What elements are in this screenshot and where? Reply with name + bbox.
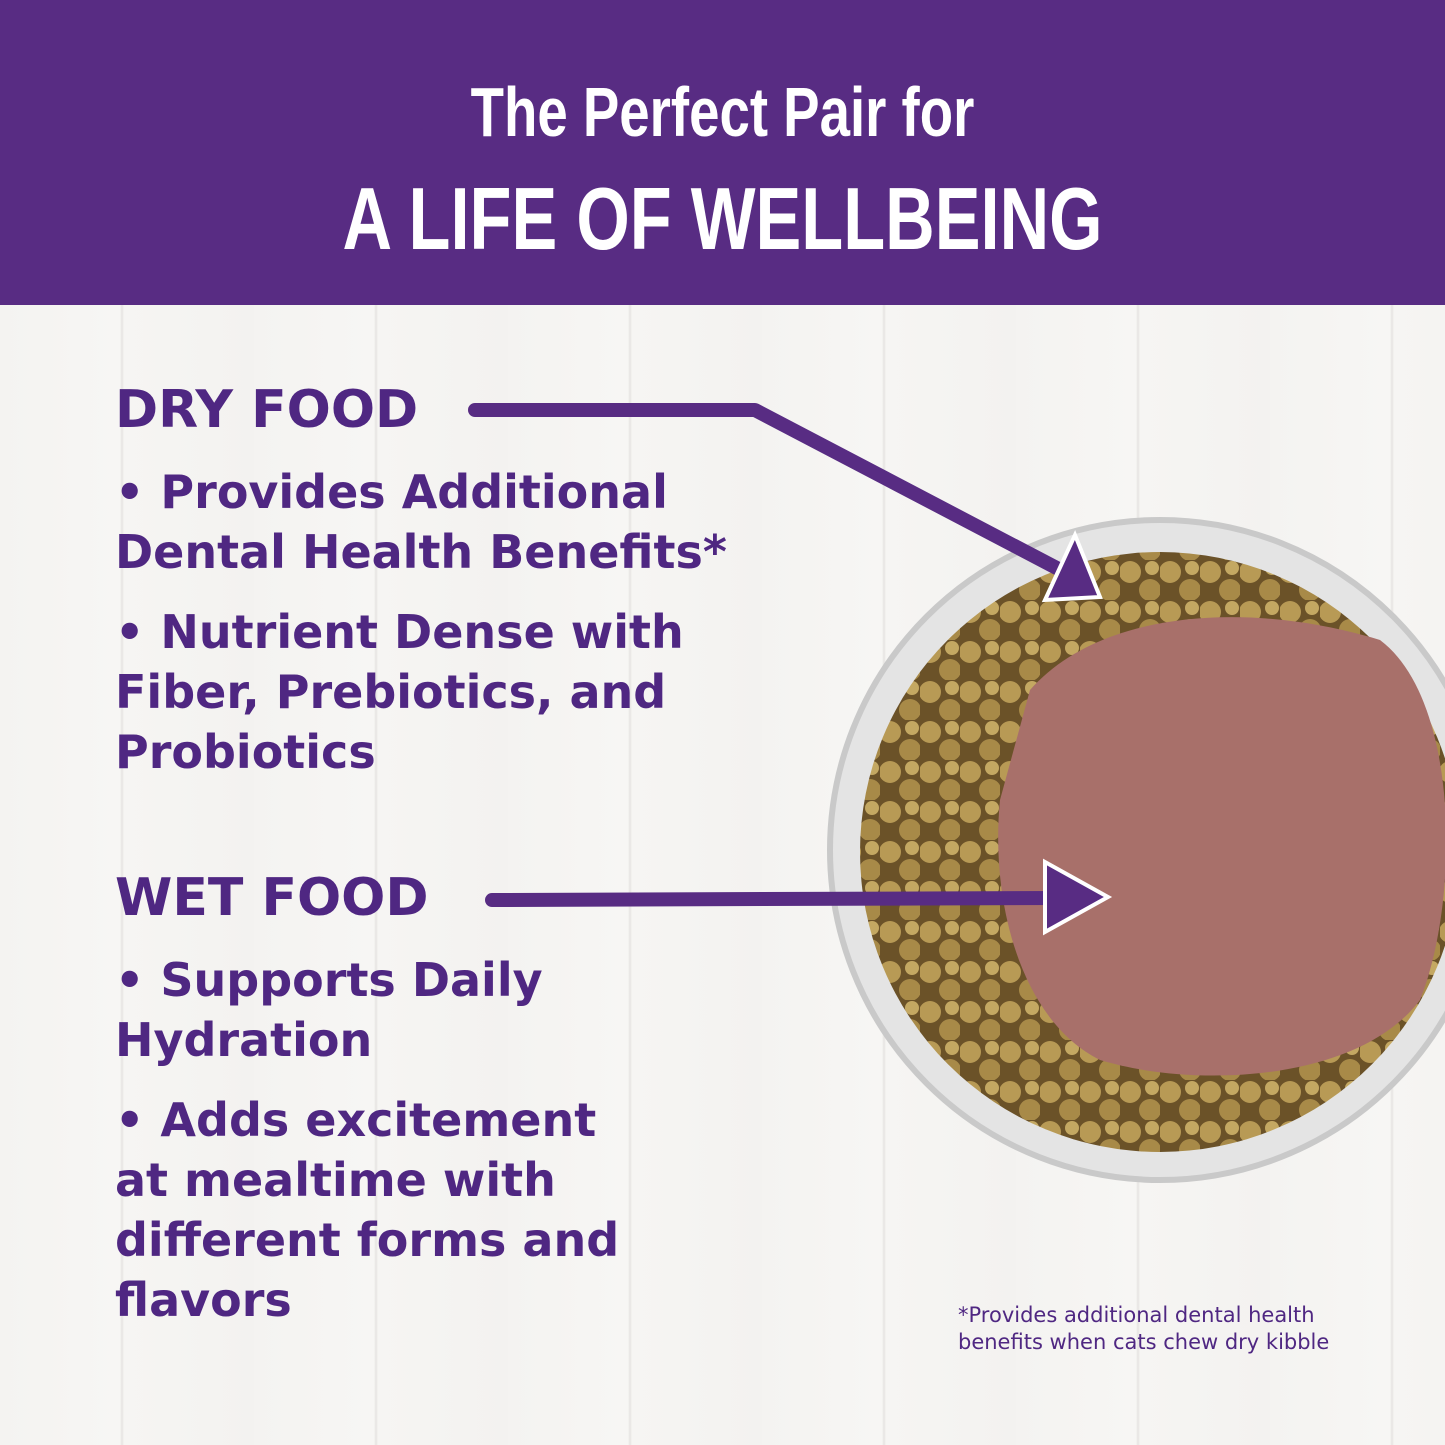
wet-food-section: WET FOOD • Supports Daily Hydration • Ad… — [115, 868, 655, 1330]
wet-bullet-2: • Adds excitement at mealtime with diffe… — [115, 1093, 620, 1327]
headline-line1: The Perfect Pair for — [470, 73, 975, 151]
dry-bullet-2: • Nutrient Dense with Fiber, Prebiotics,… — [115, 605, 684, 779]
footnote-line2: benefits when cats chew dry kibble — [958, 1330, 1330, 1354]
footnote: *Provides additional dental health benef… — [958, 1302, 1329, 1356]
dry-food-section: DRY FOOD • Provides Additional Dental He… — [115, 380, 755, 782]
header-banner: The Perfect Pair for A LIFE OF WELLBEING — [0, 0, 1445, 305]
wet-food-arrow — [485, 891, 1067, 907]
footnote-line1: *Provides additional dental health — [958, 1303, 1315, 1327]
dry-food-title: DRY FOOD — [115, 380, 419, 440]
wet-food — [998, 617, 1445, 1076]
wet-food-title: WET FOOD — [115, 868, 429, 928]
wet-arrowhead-icon — [1043, 858, 1113, 936]
dry-bullet-1: • Provides Additional Dental Health Bene… — [115, 465, 727, 579]
dry-food-arrow — [468, 403, 1077, 582]
headline-line2: A LIFE OF WELLBEING — [342, 169, 1103, 268]
dry-arrowhead-icon — [1041, 529, 1103, 603]
wet-bullet-1: • Supports Daily Hydration — [115, 953, 543, 1067]
